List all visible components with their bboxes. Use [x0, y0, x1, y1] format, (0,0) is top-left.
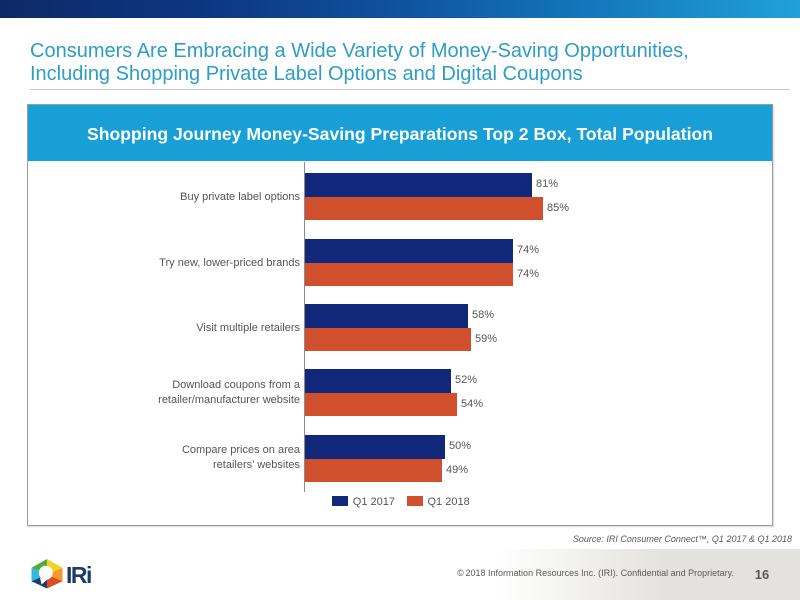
svg-text:IRi: IRi [66, 562, 91, 588]
